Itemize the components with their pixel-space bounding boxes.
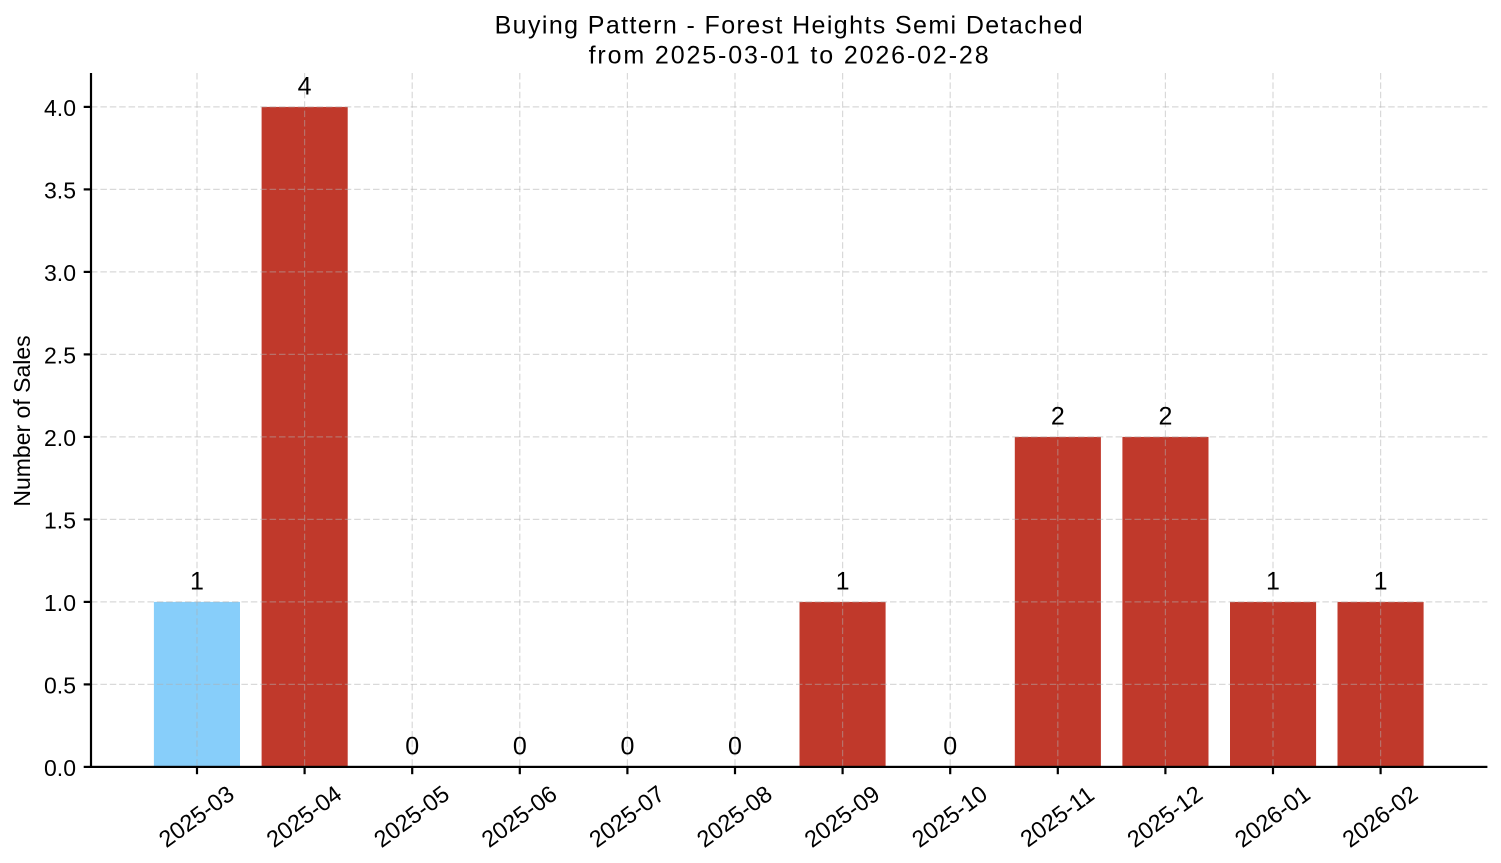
svg-text:0: 0 [943,732,957,760]
svg-text:Number of Sales: Number of Sales [9,335,35,506]
svg-text:0: 0 [513,732,527,760]
svg-text:Buying Pattern - Forest Height: Buying Pattern - Forest Heights Semi Det… [495,12,1083,40]
svg-text:3.5: 3.5 [44,177,76,203]
svg-text:4: 4 [298,72,312,100]
svg-text:0: 0 [620,732,634,760]
svg-text:2.5: 2.5 [44,342,76,368]
svg-text:0: 0 [405,732,419,760]
svg-text:2.0: 2.0 [44,425,76,451]
svg-text:2: 2 [1051,402,1065,430]
svg-text:from 2025-03-01 to 2026-02-28: from 2025-03-01 to 2026-02-28 [589,41,989,69]
svg-text:0.0: 0.0 [44,755,76,781]
svg-text:1: 1 [836,567,850,595]
svg-text:1.0: 1.0 [44,590,76,616]
svg-text:1: 1 [190,567,204,595]
svg-text:4.0: 4.0 [44,95,76,121]
svg-text:3.0: 3.0 [44,260,76,286]
svg-text:0.5: 0.5 [44,672,76,698]
svg-text:1.5: 1.5 [44,507,76,533]
svg-text:1: 1 [1266,567,1280,595]
svg-text:0: 0 [728,732,742,760]
svg-text:1: 1 [1374,567,1388,595]
svg-text:2: 2 [1158,402,1172,430]
